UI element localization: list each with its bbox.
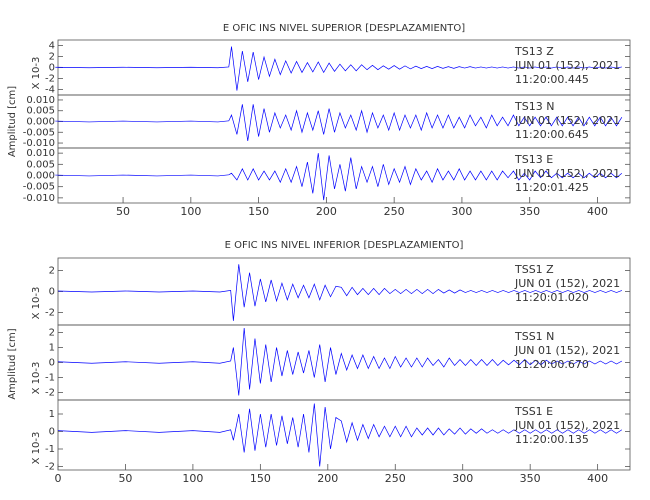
y-tick-label: 0.010 — [26, 148, 55, 159]
trace-annotation: TSS1 E — [514, 405, 553, 418]
y-tick-label: -0.005 — [23, 127, 55, 138]
scale-label: X 10-3 — [31, 362, 42, 395]
x-tick-label: 100 — [180, 205, 201, 218]
trace-annotation: TS13 N — [514, 100, 554, 113]
x-tick-label: 350 — [519, 205, 540, 218]
y-tick-label: -1 — [45, 444, 55, 455]
y-tick-label: -0.005 — [23, 182, 55, 193]
x-tick-label: 50 — [116, 205, 130, 218]
scale-label: X 10-3 — [31, 432, 42, 465]
y-tick-label: 0.005 — [26, 106, 55, 117]
trace-annotation: 11:20:00.445 — [515, 73, 589, 86]
y-axis-label: Amplitud [cm] — [7, 86, 18, 157]
x-tick-label: 350 — [520, 472, 541, 485]
y-tick-label: 0.000 — [26, 171, 55, 182]
trace-annotation: 11:20:00.670 — [515, 358, 589, 371]
trace-annotation: TSS1 Z — [514, 263, 554, 276]
y-tick-label: -1 — [45, 373, 55, 384]
trace-annotation: JUN 01 (152), 2021 — [514, 277, 620, 290]
x-tick-label: 200 — [317, 472, 338, 485]
y-tick-label: 2 — [49, 328, 55, 339]
trace-annotation: 11:20:00.645 — [515, 128, 589, 141]
y-tick-label: -0.010 — [23, 193, 55, 204]
waveform — [55, 46, 622, 91]
trace-frame — [57, 399, 631, 471]
x-tick-label: 250 — [385, 472, 406, 485]
trace-annotation: JUN 01 (152), 2021 — [514, 114, 620, 127]
trace-annotation: TS13 E — [514, 153, 553, 166]
trace-annotation: 11:20:01.425 — [515, 181, 589, 194]
x-tick-label: 250 — [384, 205, 405, 218]
waveform — [57, 264, 623, 321]
trace-annotation: 11:20:00.135 — [515, 433, 589, 446]
y-tick-label: 0.005 — [26, 159, 55, 170]
y-tick-label: -4 — [45, 85, 55, 96]
waveform — [57, 327, 623, 396]
trace-annotation: TSS1 N — [514, 330, 554, 343]
y-tick-label: 0.000 — [26, 117, 55, 128]
waveform — [55, 153, 623, 201]
y-axis-label: Amplitud [cm] — [7, 328, 18, 399]
scale-label: X 10-3 — [31, 287, 42, 320]
y-tick-label: 1 — [49, 409, 55, 420]
trace-annotation: JUN 01 (152), 2021 — [514, 167, 620, 180]
trace-annotation: JUN 01 (152), 2021 — [514, 419, 620, 432]
y-tick-label: 2 — [49, 52, 55, 63]
scale-label: X 10-3 — [31, 57, 42, 90]
x-tick-label: 300 — [452, 472, 473, 485]
x-tick-label: 400 — [587, 205, 608, 218]
trace-annotation: JUN 01 (152), 2021 — [514, 59, 620, 72]
x-tick-label: 0 — [55, 472, 62, 485]
y-tick-label: -2 — [45, 388, 55, 399]
panel-title: E OFIC INS NIVEL SUPERIOR [DESPLAZAMIENT… — [223, 23, 465, 34]
x-tick-label: 50 — [118, 472, 132, 485]
y-tick-label: -2 — [45, 462, 55, 473]
waveform — [57, 403, 623, 467]
y-tick-label: 2 — [49, 266, 55, 277]
x-tick-label: 400 — [587, 472, 608, 485]
y-tick-label: 4 — [49, 41, 55, 52]
x-tick-label: 200 — [316, 205, 337, 218]
x-tick-label: 150 — [248, 205, 269, 218]
y-tick-label: 0 — [49, 358, 55, 369]
y-tick-label: 1 — [49, 343, 55, 354]
y-tick-label: -2 — [45, 74, 55, 85]
y-tick-label: 0.010 — [26, 95, 55, 106]
y-tick-label: 0 — [49, 63, 55, 74]
trace-annotation: JUN 01 (152), 2021 — [514, 344, 620, 357]
x-tick-label: 150 — [250, 472, 271, 485]
waveform — [55, 104, 623, 141]
y-tick-label: -0.010 — [23, 138, 55, 149]
trace-annotation: TS13 Z — [514, 45, 554, 58]
x-tick-label: 300 — [451, 205, 472, 218]
y-tick-label: -2 — [45, 307, 55, 318]
y-tick-label: 0 — [49, 427, 55, 438]
y-tick-label: 0 — [49, 287, 55, 298]
x-tick-label: 100 — [182, 472, 203, 485]
trace-annotation: 11:20:01.020 — [515, 291, 589, 304]
panel-title: E OFIC INS NIVEL INFERIOR [DESPLAZAMIENT… — [225, 240, 464, 251]
